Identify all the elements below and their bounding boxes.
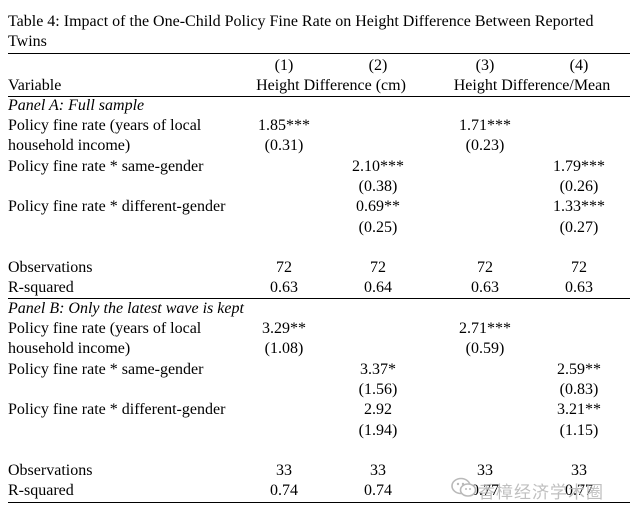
rsquared-cell: 0.77 xyxy=(471,482,499,499)
col-number-3: (3) xyxy=(475,57,495,74)
observations-cell: 72 xyxy=(276,259,292,276)
rsquared-cell: 0.64 xyxy=(364,279,392,296)
coef-cell: 1.33*** xyxy=(553,198,605,215)
observations-cell: 72 xyxy=(477,259,493,276)
se-cell: (0.38) xyxy=(358,178,398,195)
header-height-difference-mean: Height Difference/Mean xyxy=(453,77,611,94)
se-cell: (1.94) xyxy=(358,422,398,439)
rsquared-cell: 0.63 xyxy=(270,279,298,296)
header-height-difference: Height Difference (cm) xyxy=(256,77,406,94)
coef-cell: 2.92 xyxy=(364,401,392,418)
row-label: Policy fine rate * different-gender xyxy=(8,198,226,215)
observations-cell: 33 xyxy=(370,462,386,479)
header-variable: Variable xyxy=(8,77,62,94)
col-number-4: (4) xyxy=(569,57,589,74)
bottom-rule xyxy=(8,502,630,503)
coef-cell: 2.10*** xyxy=(352,158,404,175)
wechat-icon xyxy=(451,477,477,497)
rsquared-label: R-squared xyxy=(8,482,74,499)
coef-cell: 1.85*** xyxy=(258,117,310,134)
observations-label: Observations xyxy=(8,259,93,276)
panel-a-title: Panel A: Full sample xyxy=(8,97,145,114)
table-title: Table 4: Impact of the One-Child Policy … xyxy=(8,13,594,30)
table-title-continued: Twins xyxy=(8,33,47,50)
row-label: Policy fine rate * different-gender xyxy=(8,401,226,418)
rsquared-cell: 0.74 xyxy=(364,482,392,499)
watermark: 香樟经济学术圈 xyxy=(450,474,630,503)
row-label: Policy fine rate * same-gender xyxy=(8,361,204,378)
se-cell: (0.25) xyxy=(358,219,398,236)
se-cell: (0.31) xyxy=(264,137,304,154)
col-number-1: (1) xyxy=(274,57,294,74)
col-number-2: (2) xyxy=(368,57,388,74)
se-cell: (1.15) xyxy=(559,422,599,439)
se-cell: (0.83) xyxy=(559,381,599,398)
observations-cell: 33 xyxy=(276,462,292,479)
row-label: Policy fine rate (years of local xyxy=(8,320,202,337)
rsquared-label: R-squared xyxy=(8,279,74,296)
se-cell: (0.23) xyxy=(465,137,505,154)
se-cell: (0.27) xyxy=(559,219,599,236)
coef-cell: 2.59** xyxy=(557,361,601,378)
row-label: Policy fine rate * same-gender xyxy=(8,158,204,175)
row-label: household income) xyxy=(8,137,131,154)
rsquared-cell: 0.77 xyxy=(565,482,593,499)
coef-cell: 0.69** xyxy=(356,198,400,215)
coef-cell: 1.79*** xyxy=(553,158,605,175)
observations-cell: 33 xyxy=(571,462,587,479)
se-cell: (1.08) xyxy=(264,340,304,357)
top-rule xyxy=(8,53,630,54)
observations-cell: 72 xyxy=(571,259,587,276)
coef-cell: 3.29** xyxy=(262,320,306,337)
se-cell: (0.59) xyxy=(465,340,505,357)
observations-label: Observations xyxy=(8,462,93,479)
coef-cell: 1.71*** xyxy=(459,117,511,134)
observations-cell: 72 xyxy=(370,259,386,276)
row-label: household income) xyxy=(8,340,131,357)
row-label: Policy fine rate (years of local xyxy=(8,117,202,134)
header-rule xyxy=(8,96,630,97)
watermark-text: 香樟经济学术圈 xyxy=(478,483,604,503)
se-cell: (0.26) xyxy=(559,178,599,195)
se-cell: (1.56) xyxy=(358,381,398,398)
rsquared-cell: 0.63 xyxy=(471,279,499,296)
coef-cell: 3.21** xyxy=(557,401,601,418)
coef-cell: 2.71*** xyxy=(459,320,511,337)
coef-cell: 3.37* xyxy=(360,361,396,378)
panel-divider-rule xyxy=(8,298,630,299)
rsquared-cell: 0.63 xyxy=(565,279,593,296)
observations-cell: 33 xyxy=(477,462,493,479)
rsquared-cell: 0.74 xyxy=(270,482,298,499)
panel-b-title: Panel B: Only the latest wave is kept xyxy=(8,300,244,317)
